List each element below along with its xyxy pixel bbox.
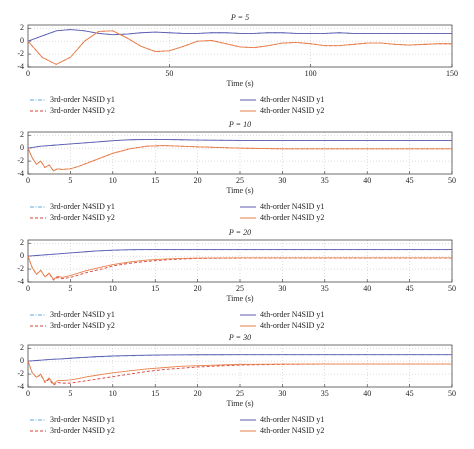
x-tick-label: 45	[406, 389, 414, 398]
series-line	[27, 145, 452, 172]
panel-title: P = 30	[228, 333, 251, 342]
x-tick-label: 35	[321, 176, 329, 185]
x-tick-label: 5	[68, 389, 72, 398]
x-tick-label: 50	[448, 389, 456, 398]
legend-label: 3rd-order N4SID y2	[50, 213, 115, 222]
x-tick-label: 50	[448, 176, 456, 185]
panel-title: P = 20	[228, 228, 251, 237]
legend-label: 4th-order N4SID y1	[260, 310, 324, 319]
x-tick-label: 50	[448, 284, 456, 293]
legend-label: 4th-order N4SID y2	[260, 213, 324, 222]
x-tick-label: 10	[109, 284, 117, 293]
series-line	[27, 360, 452, 386]
x-tick-label: 40	[363, 176, 371, 185]
y-tick-label: -4	[17, 382, 24, 391]
series-line	[27, 255, 452, 281]
y-tick-label: -2	[17, 49, 24, 58]
x-tick-label: 15	[151, 176, 159, 185]
x-tick-label: 20	[194, 284, 202, 293]
x-tick-label: 40	[363, 284, 371, 293]
plot-frame	[27, 24, 453, 68]
x-tick-label: 100	[305, 69, 317, 78]
legend-label: 4th-order N4SID y2	[260, 321, 324, 330]
y-tick-label: -4	[17, 62, 24, 71]
legend-label: 4th-order N4SID y1	[260, 202, 324, 211]
legend-label: 4th-order N4SID y2	[260, 426, 324, 435]
y-tick-label: 2	[20, 343, 24, 352]
series-line	[27, 249, 452, 257]
x-tick-label: 15	[151, 389, 159, 398]
x-axis-label: Time (s)	[226, 186, 253, 195]
legend-label: 4th-order N4SID y1	[260, 415, 324, 424]
x-axis-label: Time (s)	[226, 79, 253, 88]
x-tick-label: 10	[109, 176, 117, 185]
legend-label: 4th-order N4SID y2	[260, 106, 324, 115]
legend-label: 3rd-order N4SID y1	[50, 95, 115, 104]
legend-label: 3rd-order N4SID y1	[50, 310, 115, 319]
y-tick-label: -2	[17, 264, 24, 273]
y-tick-label: 2	[20, 238, 24, 247]
panel-title: P = 5	[230, 13, 249, 22]
plot-frame	[27, 344, 453, 388]
legend-label: 3rd-order N4SID y2	[50, 321, 115, 330]
x-tick-label: 15	[151, 284, 159, 293]
x-tick-label: 10	[109, 389, 117, 398]
series-line	[27, 145, 452, 172]
x-tick-label: 20	[194, 389, 202, 398]
x-tick-label: 20	[194, 176, 202, 185]
legend-label: 3rd-order N4SID y1	[50, 202, 115, 211]
x-tick-label: 25	[236, 284, 244, 293]
x-tick-label: 0	[26, 176, 30, 185]
series-line	[27, 30, 452, 65]
x-tick-label: 0	[26, 284, 30, 293]
y-tick-label: 2	[20, 23, 24, 32]
y-tick-label: -4	[17, 277, 24, 286]
x-tick-label: 40	[363, 389, 371, 398]
x-tick-label: 0	[26, 389, 30, 398]
x-tick-label: 0	[26, 69, 30, 78]
x-tick-label: 25	[236, 176, 244, 185]
series-line	[27, 138, 452, 149]
x-tick-label: 35	[321, 389, 329, 398]
y-tick-label: -4	[17, 169, 24, 178]
x-tick-label: 45	[406, 176, 414, 185]
y-tick-label: -2	[17, 156, 24, 165]
x-tick-label: 30	[278, 176, 286, 185]
y-tick-label: 0	[20, 251, 24, 260]
legend-label: 4th-order N4SID y1	[260, 95, 324, 104]
plot-frame	[27, 239, 453, 283]
x-axis-label: Time (s)	[226, 294, 253, 303]
y-tick-label: -2	[17, 369, 24, 378]
series-line	[27, 29, 452, 42]
x-tick-label: 30	[278, 389, 286, 398]
legend-label: 3rd-order N4SID y2	[50, 106, 115, 115]
x-tick-label: 30	[278, 284, 286, 293]
legend-label: 3rd-order N4SID y1	[50, 415, 115, 424]
x-tick-label: 35	[321, 284, 329, 293]
x-tick-label: 150	[446, 69, 458, 78]
x-tick-label: 50	[165, 69, 173, 78]
y-tick-label: 0	[20, 143, 24, 152]
x-tick-label: 5	[68, 176, 72, 185]
x-tick-label: 45	[406, 284, 414, 293]
series-line	[27, 360, 452, 385]
plot-frame	[27, 131, 453, 175]
series-line	[27, 29, 452, 42]
y-tick-label: 0	[20, 356, 24, 365]
y-tick-label: 0	[20, 36, 24, 45]
x-axis-label: Time (s)	[226, 399, 253, 408]
x-tick-label: 25	[236, 389, 244, 398]
series-line	[27, 354, 452, 362]
x-tick-label: 5	[68, 284, 72, 293]
y-tick-label: 2	[20, 130, 24, 139]
panel-title: P = 10	[228, 120, 251, 129]
legend-label: 3rd-order N4SID y2	[50, 426, 115, 435]
